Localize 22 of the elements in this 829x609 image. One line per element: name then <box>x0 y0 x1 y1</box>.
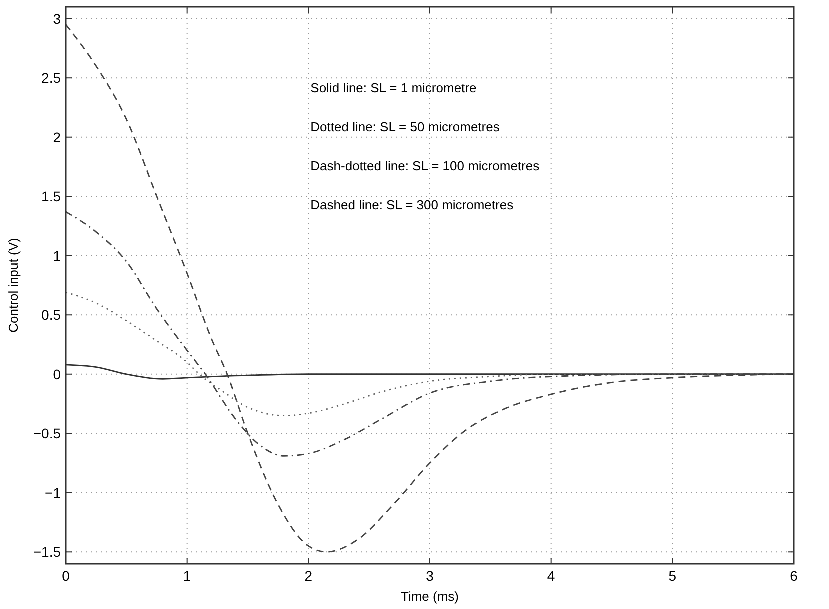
y-tick-label: −1 <box>45 484 62 501</box>
y-tick-label: 3 <box>53 10 62 27</box>
annotation: Dash-dotted line: SL = 100 micrometres <box>310 158 540 174</box>
y-tick-label: 2 <box>53 129 62 146</box>
y-tick-label: 0.5 <box>42 307 62 324</box>
x-axis-title: Time (ms) <box>400 589 460 604</box>
annotation: Dashed line: SL = 300 micrometres <box>310 197 514 212</box>
y-tick-label: −1.5 <box>33 544 62 560</box>
x-tick-label: 4 <box>547 568 556 584</box>
y-tick-label: −0.5 <box>33 426 62 442</box>
x-tick-label: 3 <box>426 568 434 584</box>
x-tick-label: 5 <box>668 568 677 584</box>
annotation: Solid line: SL = 1 micrometre <box>310 80 477 96</box>
y-tick-label: 0 <box>53 366 62 382</box>
y-tick-label: 1 <box>53 248 62 264</box>
x-tick-label: 6 <box>790 568 798 584</box>
x-tick-label: 2 <box>304 568 313 584</box>
y-tick-label: 1.5 <box>42 188 62 205</box>
annotation: Dotted line: SL = 50 micrometres <box>310 119 500 134</box>
y-tick-label: 2.5 <box>42 70 62 86</box>
y-axis-title: Control input (V) <box>6 238 21 333</box>
x-tick-label: 1 <box>183 568 192 584</box>
